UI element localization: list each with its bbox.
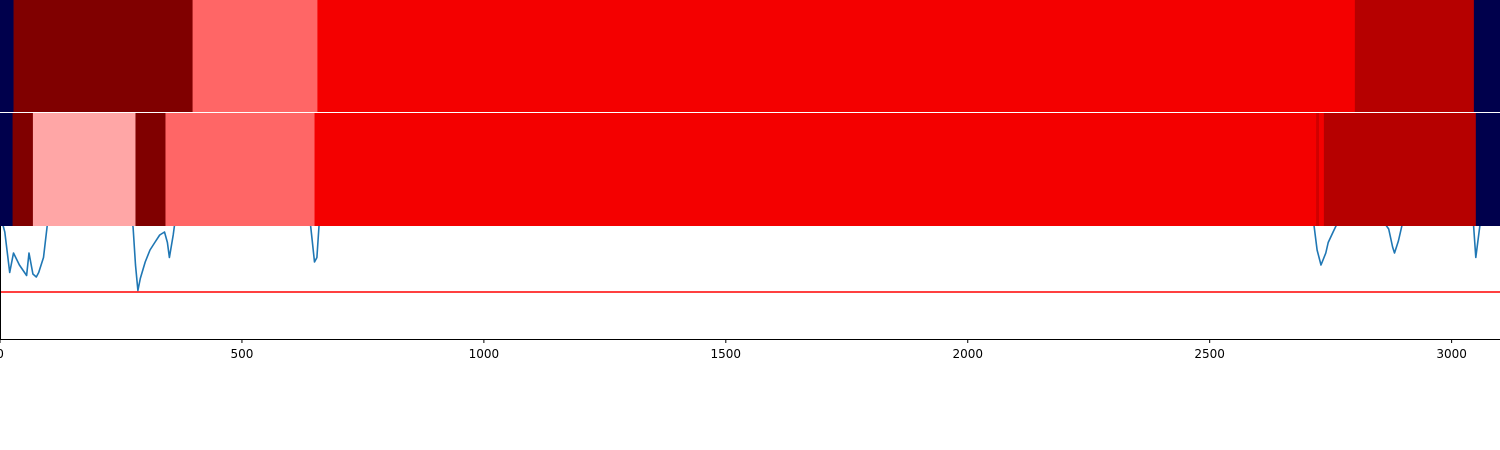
heat-segment xyxy=(13,0,193,112)
heat-segment xyxy=(0,113,13,226)
heat-segment xyxy=(1473,0,1500,112)
x-tick-label: 1000 xyxy=(469,347,500,361)
x-tick-label: 2000 xyxy=(952,347,983,361)
heat-segment xyxy=(192,0,318,112)
x-tick-label: 0 xyxy=(0,347,4,361)
heatmap-layer xyxy=(0,0,1500,226)
heat-segment xyxy=(12,113,34,226)
heat-segment xyxy=(1316,113,1320,226)
heat-segment xyxy=(1319,113,1325,226)
heat-segment xyxy=(1475,113,1500,226)
line-plot-layer xyxy=(0,226,1500,293)
heat-segment xyxy=(314,113,1317,226)
heat-segment xyxy=(317,0,1356,112)
heat-strip-1 xyxy=(0,0,1500,112)
x-tick-label: 2500 xyxy=(1194,347,1225,361)
heat-segment xyxy=(32,113,136,226)
line-plot-area xyxy=(0,226,1500,293)
heat-strip-2 xyxy=(0,113,1500,226)
x-tick-label: 500 xyxy=(230,347,253,361)
heat-segment xyxy=(1323,113,1477,226)
heat-segment xyxy=(135,113,166,226)
heat-segment xyxy=(0,0,14,112)
heat-segment xyxy=(165,113,315,226)
x-tick-label: 1500 xyxy=(711,347,742,361)
heat-segment xyxy=(1354,0,1475,112)
x-axis: 0 500 1000 1500 2000 2500 3000 xyxy=(0,226,1500,361)
x-tick-label: 3000 xyxy=(1436,347,1467,361)
